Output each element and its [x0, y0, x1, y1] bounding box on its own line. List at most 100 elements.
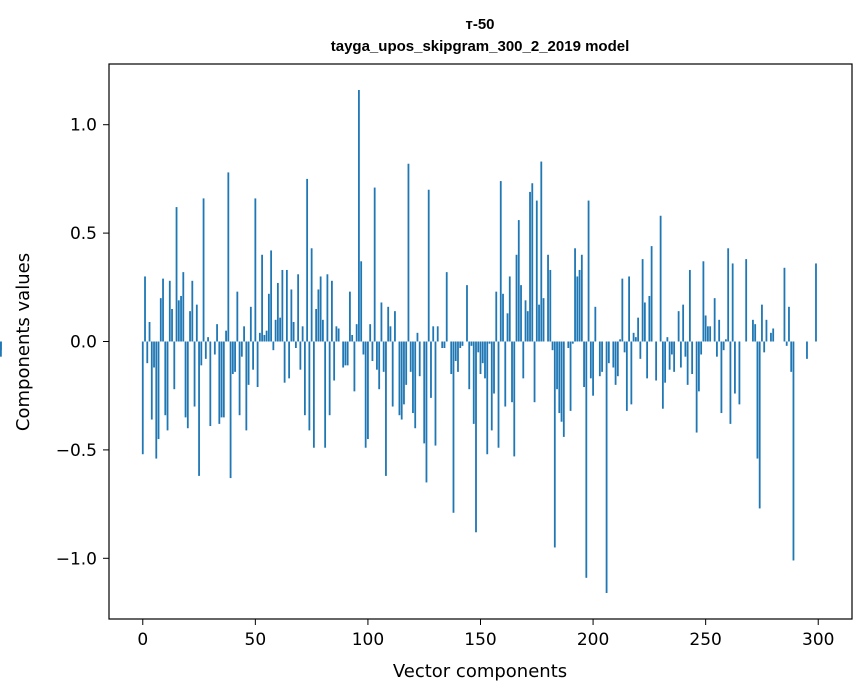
- bar: [731, 263, 734, 342]
- bar: [256, 341, 259, 388]
- bar: [788, 306, 790, 342]
- bar: [806, 341, 808, 359]
- bar: [0, 341, 2, 357]
- bar: [263, 335, 266, 342]
- bar: [454, 341, 457, 362]
- bar: [240, 341, 243, 357]
- bar: [709, 326, 712, 342]
- y-axis-label: Components values: [13, 253, 34, 431]
- bar: [571, 341, 574, 344]
- bar: [229, 341, 232, 479]
- bar: [312, 341, 315, 448]
- bar: [409, 341, 412, 372]
- bar: [713, 298, 716, 342]
- bar: [517, 220, 520, 342]
- bar: [677, 311, 680, 342]
- bars-group: [0, 90, 817, 593]
- bar: [650, 246, 653, 342]
- bar: [254, 198, 257, 342]
- bar: [385, 341, 387, 476]
- bar: [722, 341, 725, 351]
- bar: [738, 341, 741, 405]
- bar: [319, 276, 322, 342]
- bar: [815, 263, 817, 342]
- bar: [734, 341, 736, 394]
- bar: [342, 341, 345, 368]
- bar: [466, 285, 468, 342]
- bar: [553, 341, 556, 548]
- bar: [270, 250, 273, 342]
- bar: [364, 341, 367, 448]
- bar: [391, 341, 394, 407]
- bar: [614, 341, 617, 385]
- y-tick-label: −1.0: [56, 549, 97, 569]
- bar: [367, 341, 369, 440]
- bar: [405, 341, 408, 385]
- bar: [549, 269, 552, 342]
- bar: [605, 341, 608, 593]
- bar: [477, 341, 480, 353]
- bar: [538, 304, 540, 342]
- bar: [166, 341, 169, 431]
- bar: [623, 341, 626, 353]
- bar: [326, 274, 329, 342]
- bar: [497, 341, 500, 448]
- y-tick-label: 1.0: [70, 116, 97, 136]
- bar: [267, 293, 270, 342]
- bar: [598, 341, 601, 377]
- bar: [745, 259, 748, 342]
- bar: [450, 341, 453, 375]
- bar: [376, 341, 378, 370]
- bar: [659, 215, 662, 342]
- chart-title: т-50: [465, 16, 494, 33]
- bar: [765, 319, 768, 342]
- bar: [488, 341, 491, 344]
- bar: [470, 341, 473, 346]
- y-tick-label: 0.5: [70, 224, 97, 244]
- bar: [369, 324, 372, 342]
- bar: [186, 341, 189, 429]
- bar: [661, 341, 664, 409]
- bar: [616, 341, 619, 377]
- bar: [729, 341, 732, 424]
- bar: [515, 254, 518, 342]
- bar: [583, 341, 585, 388]
- y-tick-label: 0.0: [70, 333, 97, 353]
- bar: [522, 341, 525, 379]
- bar: [317, 289, 320, 342]
- bar: [468, 341, 471, 390]
- bar: [285, 269, 288, 342]
- bar: [164, 341, 167, 416]
- bar: [337, 328, 340, 342]
- bar: [220, 341, 223, 418]
- bar: [628, 276, 630, 342]
- bar: [567, 341, 570, 348]
- bar: [204, 341, 207, 359]
- x-axis-ticks: 0 50 100 150 200 250 300: [137, 619, 834, 650]
- bar: [324, 341, 327, 448]
- bar: [686, 341, 689, 385]
- bar: [213, 341, 216, 355]
- bar: [655, 341, 658, 381]
- y-axis-ticks: −1.0 −0.5 0.0 0.5 1.0: [56, 116, 109, 569]
- bar: [785, 341, 788, 346]
- bar: [511, 341, 513, 403]
- bar: [234, 341, 236, 372]
- bar: [301, 326, 304, 342]
- bar: [243, 326, 245, 342]
- bar: [533, 341, 536, 403]
- bar: [209, 341, 212, 427]
- bar: [373, 187, 376, 342]
- bar: [283, 341, 286, 383]
- bar: [707, 326, 709, 342]
- bar: [668, 341, 671, 370]
- bar: [423, 341, 426, 444]
- bar: [718, 319, 721, 342]
- bar: [601, 341, 603, 372]
- bar: [182, 272, 185, 342]
- bar: [362, 341, 365, 355]
- bar: [578, 269, 581, 342]
- bar: [308, 341, 311, 431]
- bar: [562, 341, 565, 437]
- bar: [490, 341, 493, 431]
